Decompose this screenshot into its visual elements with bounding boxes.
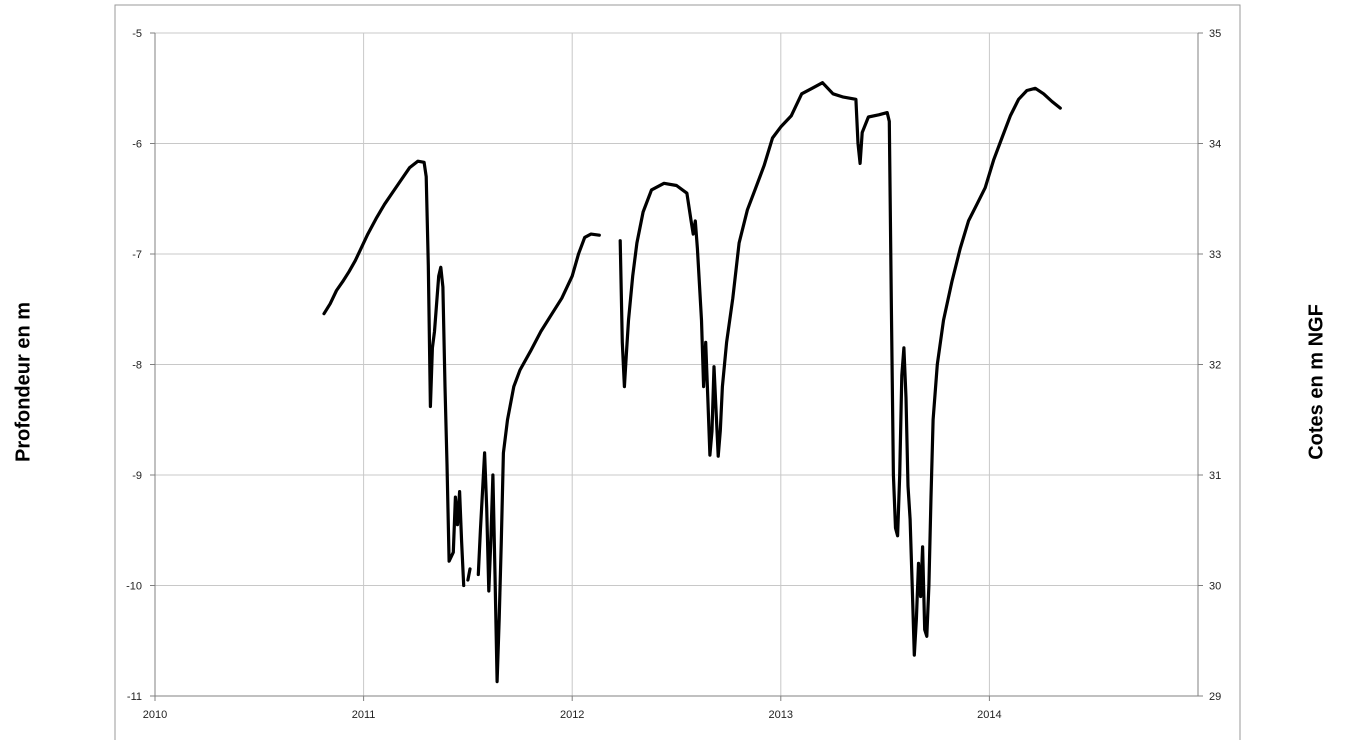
right-axis-label: Cotes en m NGF (1305, 304, 1328, 460)
y2-tick-label: 32 (1209, 360, 1221, 372)
chart-frame (114, 4, 1241, 740)
x-tick-label: 2014 (977, 709, 1001, 721)
y-tick-label: -7 (132, 249, 142, 261)
y2-tick-label: 33 (1209, 249, 1221, 261)
series-line-segment-3 (618, 81, 1062, 657)
y-tick-label: -9 (132, 470, 142, 482)
y2-tick-label: 29 (1209, 691, 1221, 703)
y-tick-label: -11 (127, 691, 142, 703)
y2-tick-label: 35 (1209, 28, 1221, 40)
y2-tick-label: 31 (1209, 470, 1221, 482)
y2-tick-label: 30 (1209, 581, 1221, 593)
left-axis-label: Profondeur en m (12, 301, 35, 463)
y-tick-label: -6 (132, 139, 142, 151)
y-tick-label: -10 (126, 581, 142, 593)
series-line (322, 81, 1062, 684)
series-line-segment-1 (466, 567, 472, 582)
y-tick-label: -5 (132, 28, 142, 40)
x-axis-ticks: 2010 2011 2012 2013 2014 (143, 696, 1002, 721)
x-tick-label: 2011 (352, 709, 376, 721)
right-axis-ticks: 35 34 33 32 31 30 29 (1198, 28, 1221, 703)
y2-tick-label: 34 (1209, 139, 1221, 151)
y-tick-label: -8 (132, 360, 142, 372)
series-line-segment-2 (476, 232, 601, 684)
x-tick-label: 2010 (143, 709, 167, 721)
series-line-segment-0 (322, 159, 466, 588)
x-tick-label: 2013 (769, 709, 793, 721)
left-axis-ticks: -5 -6 -7 -8 -9 -10 -11 (126, 28, 155, 703)
x-tick-label: 2012 (560, 709, 584, 721)
